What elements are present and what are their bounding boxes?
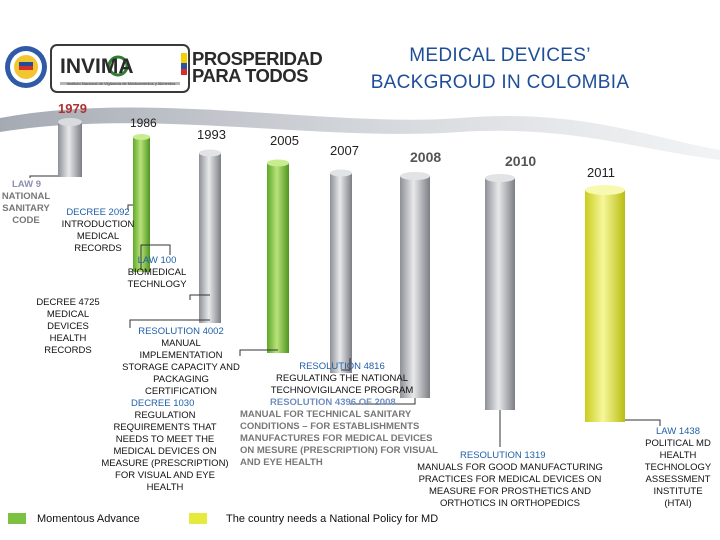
legend-momentous-advance: Momentous Advance — [37, 513, 140, 525]
invima-logo-text: INVIMA — [60, 55, 134, 78]
event-law1438: LAW 1438 POLITICAL MD HEALTH TECHNOLOGY … — [644, 426, 712, 509]
invima-logo-subtitle: Instituto Nacional de Vigilancia de Medi… — [66, 81, 176, 86]
event-resolution4002: RESOLUTION 4002 MANUAL IMPLEMENTATION ST… — [122, 326, 240, 397]
year-1986: 1986 — [130, 116, 157, 130]
pillar-2008 — [400, 172, 430, 398]
event-law100: LAW 100 BIOMEDICAL TECHNLOGY — [127, 255, 187, 290]
pillar-2005 — [267, 159, 289, 353]
event-decree4725: DECREE 4725 MEDICAL DEVICES HEALTH RECOR… — [36, 297, 100, 356]
year-2005: 2005 — [270, 133, 299, 148]
colombia-seal-logo — [5, 46, 47, 88]
pillar-1986 — [133, 134, 150, 272]
pillar-1979 — [58, 118, 82, 177]
event-resolution4816: RESOLUTION 4816 REGULATING THE NATIONAL … — [270, 361, 414, 396]
connector-lines — [29, 175, 661, 447]
event-law9: LAW 9 NATIONAL SANITARY CODE — [1, 179, 51, 226]
wave-band — [0, 107, 720, 160]
event-resolution1319: RESOLUTION 1319 MANUALS FOR GOOD MANUFAC… — [417, 450, 603, 509]
year-1993: 1993 — [197, 127, 226, 142]
event-decree1030: DECREE 1030 REGULATION REQUIREMENTS THAT… — [101, 398, 229, 493]
year-2007: 2007 — [330, 143, 359, 158]
year-2011: 2011 — [587, 165, 615, 180]
legend-national-policy: The country needs a National Policy for … — [226, 513, 439, 525]
year-2010: 2010 — [505, 153, 537, 169]
pillar-2010 — [485, 174, 515, 410]
prosperidad-logo: PROSPERIDAD PARA TODOS — [192, 48, 323, 86]
event-decree2092: DECREE 2092 INTRODUCTION MEDICAL RECORDS — [61, 207, 135, 254]
pillar-1993 — [199, 149, 221, 323]
legend-green-swatch — [8, 513, 26, 524]
event-resolution4396: RESOLUTION 4396 OF 2008 MANUAL FOR TECHN… — [240, 397, 438, 468]
year-1979: 1979 — [58, 101, 87, 116]
legend-yellow-swatch — [189, 513, 207, 524]
page-title: MEDICAL DEVICES’ BACKGROUD IN COLOMBIA — [370, 45, 630, 93]
pillar-2007 — [330, 169, 352, 373]
pillar-2011 — [585, 185, 625, 422]
year-2008: 2008 — [410, 149, 442, 165]
invima-logo — [50, 44, 190, 93]
prosperidad-flag-icon — [181, 53, 187, 75]
